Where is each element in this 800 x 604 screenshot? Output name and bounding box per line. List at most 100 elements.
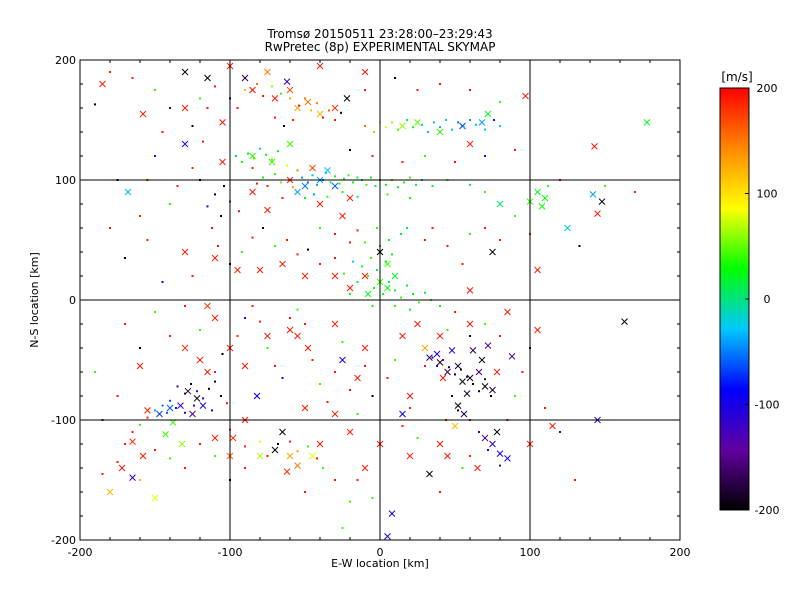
- dot-marker: [274, 173, 276, 175]
- cross-marker: [249, 86, 256, 94]
- cross-marker: [331, 182, 339, 190]
- cross-marker: [129, 438, 136, 445]
- cross-marker: [361, 464, 369, 472]
- dot-marker: [373, 287, 375, 289]
- dot-marker: [382, 293, 384, 295]
- dot-marker: [262, 95, 264, 97]
- cross-marker: [598, 198, 606, 205]
- dot-marker: [286, 164, 288, 167]
- y-axis-ticks: -200 -100 0 100 200: [51, 54, 680, 547]
- dot-marker: [154, 409, 156, 412]
- cross-marker: [534, 266, 541, 274]
- dot-marker: [277, 443, 279, 445]
- dot-marker: [397, 186, 399, 189]
- dot-marker: [412, 126, 414, 129]
- cross-marker: [286, 452, 294, 460]
- dot-marker: [304, 97, 306, 100]
- dot-marker: [214, 371, 216, 373]
- dot-marker: [304, 197, 306, 199]
- x-tick-label: 0: [377, 546, 384, 559]
- cross-marker: [361, 344, 369, 352]
- dot-marker: [340, 111, 342, 114]
- dot-marker: [466, 375, 468, 378]
- cross-marker: [459, 378, 466, 385]
- dot-marker: [454, 161, 456, 163]
- cross-marker: [256, 266, 264, 274]
- cross-marker: [331, 410, 339, 418]
- cross-marker: [361, 272, 369, 280]
- cross-marker: [316, 440, 324, 448]
- dot-marker: [166, 411, 168, 414]
- dot-marker: [116, 461, 119, 463]
- dot-marker: [206, 107, 209, 109]
- dot-marker: [461, 467, 464, 469]
- dot-marker: [154, 449, 156, 451]
- dot-marker: [388, 239, 390, 241]
- dot-marker: [448, 366, 450, 369]
- dot-marker: [169, 107, 171, 109]
- dot-marker: [469, 119, 471, 121]
- dot-marker: [146, 416, 149, 419]
- cross-marker: [301, 272, 309, 280]
- dot-marker: [161, 404, 164, 407]
- dot-marker: [424, 291, 426, 294]
- dot-marker: [499, 101, 501, 103]
- cross-marker: [354, 374, 361, 382]
- cross-marker: [204, 74, 211, 82]
- dot-marker: [211, 409, 213, 412]
- cross-marker: [414, 119, 421, 126]
- cross-marker: [304, 98, 312, 106]
- cross-marker: [156, 410, 163, 418]
- dot-marker: [262, 176, 264, 179]
- dot-marker: [385, 126, 387, 129]
- dot-marker: [286, 239, 288, 241]
- cross-marker: [331, 272, 339, 280]
- dot-marker: [265, 153, 267, 156]
- cross-marker: [199, 402, 207, 409]
- cross-marker: [504, 455, 511, 462]
- dot-marker: [436, 365, 438, 367]
- dot-marker: [251, 236, 254, 239]
- dot-marker: [146, 239, 149, 241]
- dot-marker: [457, 121, 459, 124]
- dot-marker: [385, 260, 387, 263]
- dot-marker: [259, 440, 261, 443]
- cross-marker: [451, 422, 459, 430]
- dot-marker: [184, 305, 186, 307]
- cross-marker: [264, 206, 271, 214]
- dot-marker: [322, 116, 324, 119]
- dot-marker: [469, 455, 471, 457]
- cross-marker: [219, 158, 226, 166]
- dot-marker: [202, 397, 204, 400]
- dot-marker: [319, 383, 321, 385]
- cross-marker: [331, 104, 339, 112]
- cross-marker: [331, 320, 339, 328]
- cross-marker: [139, 452, 147, 460]
- cross-marker: [268, 158, 276, 166]
- cross-marker: [294, 332, 301, 340]
- dot-marker: [199, 329, 201, 331]
- dot-marker: [343, 177, 345, 180]
- y-tick-label: 0: [69, 294, 76, 307]
- dot-marker: [388, 281, 390, 283]
- cross-marker: [304, 344, 312, 352]
- cross-marker: [538, 203, 546, 210]
- dot-marker: [484, 378, 486, 381]
- dot-marker: [266, 347, 269, 349]
- cross-marker: [264, 332, 271, 340]
- dot-marker: [559, 431, 561, 433]
- dot-marker: [184, 392, 186, 395]
- dot-marker: [304, 491, 306, 493]
- dot-marker: [409, 308, 411, 311]
- cross-marker: [166, 404, 174, 412]
- dot-marker: [356, 281, 359, 283]
- dot-marker: [139, 347, 141, 349]
- dot-marker: [329, 181, 332, 184]
- dot-marker: [463, 126, 465, 129]
- dot-marker: [386, 377, 389, 379]
- dot-marker: [461, 263, 464, 265]
- dot-marker: [421, 123, 423, 126]
- cross-marker: [283, 468, 291, 475]
- dot-marker: [241, 161, 243, 163]
